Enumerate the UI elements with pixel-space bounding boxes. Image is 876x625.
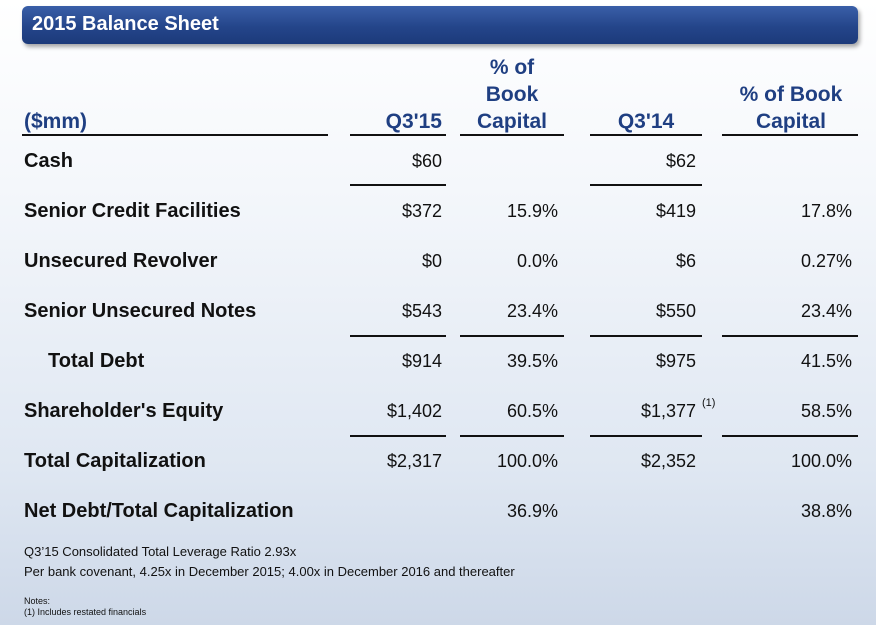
pct314-value: 17.8% (800, 201, 852, 221)
row-label: Total Capitalization (24, 450, 206, 472)
q315-value: $60 (411, 151, 442, 171)
pct314-value: 38.8% (800, 501, 852, 521)
equity-rule-pct315 (460, 435, 564, 437)
q315-value: $372 (401, 201, 442, 221)
equity-rule-q314 (590, 435, 702, 437)
notes-rule-q314 (590, 335, 702, 337)
equity-rule-q315 (350, 435, 446, 437)
pct315-value: 39.5% (506, 351, 558, 371)
q315-header: Q3'15 (385, 110, 442, 133)
pct314-value: 41.5% (800, 351, 852, 371)
q315-value: $1,402 (386, 401, 442, 421)
header-rule-q314 (590, 134, 702, 136)
row-label: Shareholder's Equity (24, 400, 224, 422)
q315-value: $0 (421, 251, 442, 271)
row-label: Cash (24, 150, 73, 172)
restated-note: (1) Includes restated financials (24, 607, 147, 617)
pct314-value: 0.27% (800, 251, 852, 271)
pct315-value: 23.4% (506, 301, 558, 321)
q314-header: Q3'14 (617, 110, 675, 133)
pct315-value: 60.5% (506, 401, 558, 421)
q314-value: $1,377 (598, 401, 696, 422)
q315-value: $543 (401, 301, 442, 321)
row-label: Unsecured Revolver (24, 250, 218, 272)
q315-value: $914 (401, 351, 442, 371)
covenant-note: Per bank covenant, 4.25x in December 201… (24, 564, 515, 579)
header-rule-q315 (350, 134, 446, 136)
pct314-value: 58.5% (800, 401, 852, 421)
header-rule-pct315 (460, 134, 564, 136)
pct315-value: 100.0% (496, 451, 558, 471)
pct315-value: 15.9% (506, 201, 558, 221)
row-label: Senior Unsecured Notes (24, 300, 257, 322)
header-rule-unit (22, 134, 328, 136)
pct315-value: 36.9% (506, 501, 558, 521)
q314-value: $550 (655, 301, 696, 321)
header-rule-pct314 (722, 134, 858, 136)
equity-rule-pct314 (722, 435, 858, 437)
notes-rule-pct315 (460, 335, 564, 337)
notes-heading: Notes: (24, 596, 51, 606)
pct315-header-line1: % of (489, 56, 535, 79)
q314-value: $6 (675, 251, 696, 271)
q314-value: $975 (655, 351, 696, 371)
pct314-value: 23.4% (800, 301, 852, 321)
title-bar: 2015 Balance Sheet (22, 6, 858, 44)
cash-rule-q315 (350, 184, 446, 186)
pct314-header-line1: % of Book (739, 83, 843, 106)
pct315-header-line2: Book (485, 83, 539, 106)
notes-rule-pct314 (722, 335, 858, 337)
pct314-value: 100.0% (790, 451, 852, 471)
pct315-value: 0.0% (516, 251, 558, 271)
q314-value: $419 (655, 201, 696, 221)
q314-value: $62 (665, 151, 696, 171)
page-title: 2015 Balance Sheet (32, 13, 219, 35)
pct314-header-line2: Capital (755, 110, 826, 133)
notes-rule-q315 (350, 335, 446, 337)
cash-rule-q314 (590, 184, 702, 186)
q314-value: $2,352 (640, 451, 696, 471)
row-label: Senior Credit Facilities (24, 200, 241, 222)
q314-amount: $1,377 (640, 401, 696, 421)
row-label: Net Debt/Total Capitalization (24, 500, 294, 522)
row-label: Total Debt (48, 350, 145, 372)
pct315-header-line3: Capital (476, 110, 547, 133)
unit-header: ($mm) (24, 110, 88, 133)
q315-value: $2,317 (386, 451, 442, 471)
restated-footnote-marker: (1) (702, 397, 716, 409)
leverage-ratio-note: Q3’15 Consolidated Total Leverage Ratio … (24, 544, 297, 559)
